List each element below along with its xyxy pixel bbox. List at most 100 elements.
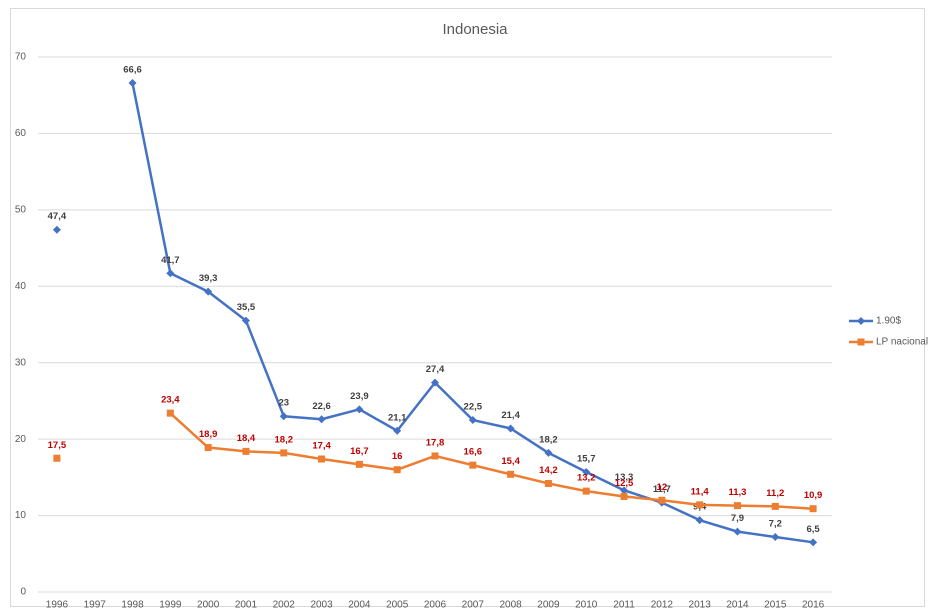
value-label: 11,3	[728, 487, 746, 498]
marker	[128, 78, 137, 87]
x-tick-label: 1996	[46, 600, 69, 611]
marker	[733, 502, 741, 510]
marker	[280, 449, 288, 457]
marker	[506, 424, 515, 433]
x-tick-label: 1997	[84, 600, 107, 611]
marker	[696, 501, 704, 509]
y-tick-label: 0	[20, 587, 26, 598]
value-label: 21,4	[501, 410, 520, 421]
x-tick-label: 2009	[537, 600, 560, 611]
x-tick-label: 2008	[499, 600, 522, 611]
marker	[393, 466, 401, 474]
value-label: 11,7	[653, 484, 671, 495]
value-label: 11,2	[766, 488, 784, 499]
x-tick-label: 2012	[651, 600, 674, 611]
marker	[582, 487, 590, 495]
marker	[544, 448, 553, 457]
value-label: 22,6	[312, 401, 331, 412]
value-label: 17,5	[48, 440, 67, 451]
legend-marker	[857, 338, 865, 346]
x-tick-label: 2001	[235, 600, 258, 611]
y-tick-label: 50	[15, 204, 27, 215]
marker	[166, 269, 175, 278]
value-label: 18,2	[539, 434, 558, 445]
marker	[468, 416, 477, 425]
y-tick-label: 10	[15, 510, 27, 521]
marker	[431, 452, 439, 460]
value-label: 18,9	[199, 429, 218, 440]
x-tick-label: 1998	[121, 600, 144, 611]
value-label: 47,4	[48, 211, 67, 222]
x-tick-label: 2004	[348, 600, 371, 611]
marker	[695, 516, 704, 525]
value-label: 18,2	[275, 434, 294, 445]
y-tick-label: 40	[15, 281, 27, 292]
value-label: 23,4	[161, 395, 180, 406]
value-label: 23	[278, 398, 289, 409]
value-label: 15,4	[501, 456, 520, 467]
marker	[204, 287, 213, 296]
x-tick-label: 2007	[462, 600, 485, 611]
value-label: 15,7	[577, 454, 596, 465]
marker	[507, 470, 515, 478]
marker	[355, 405, 364, 414]
marker	[52, 225, 61, 234]
series-line	[169, 412, 814, 510]
value-label: 16,6	[464, 447, 483, 458]
value-label: 18,4	[237, 433, 256, 444]
marker	[279, 412, 288, 421]
marker	[544, 479, 552, 487]
x-tick-label: 2006	[424, 600, 447, 611]
value-label: 7,9	[731, 513, 744, 524]
marker	[809, 538, 818, 547]
legend-marker	[857, 317, 865, 325]
x-tick-label: 2005	[386, 600, 409, 611]
marker	[166, 409, 174, 417]
value-label: 10,9	[804, 490, 823, 501]
marker	[393, 426, 402, 435]
y-tick-label: 20	[15, 434, 27, 445]
value-label: 13,2	[577, 473, 596, 484]
x-tick-label: 2011	[613, 600, 635, 611]
value-label: 16	[392, 451, 403, 462]
marker	[658, 496, 666, 504]
legend-label: 1.90$	[876, 316, 901, 327]
value-label: 27,4	[426, 364, 445, 375]
marker	[318, 455, 326, 463]
chart-frame	[10, 8, 925, 607]
marker	[620, 492, 628, 500]
value-label: 35,5	[237, 302, 256, 313]
marker	[241, 316, 250, 325]
chart-title: Indonesia	[442, 21, 508, 38]
value-label: 13,3	[615, 472, 634, 483]
marker	[242, 447, 250, 455]
marker	[469, 461, 477, 469]
value-label: 39,3	[199, 273, 218, 284]
marker	[771, 532, 780, 541]
marker	[355, 460, 363, 468]
value-label: 12	[657, 482, 668, 493]
x-tick-label: 2002	[273, 600, 296, 611]
value-label: 12,5	[615, 478, 634, 489]
marker	[53, 454, 61, 462]
x-tick-label: 2010	[575, 600, 598, 611]
x-tick-label: 2015	[764, 600, 787, 611]
x-tick-label: 1999	[159, 600, 182, 611]
marker	[431, 378, 439, 387]
value-label: 66,6	[123, 65, 142, 76]
marker	[809, 505, 817, 513]
y-tick-label: 30	[15, 357, 27, 368]
marker	[771, 502, 779, 510]
legend-label: LP nacional	[876, 337, 928, 348]
y-tick-label: 70	[15, 52, 27, 63]
marker	[620, 486, 629, 495]
x-tick-label: 2000	[197, 600, 220, 611]
value-label: 6,5	[806, 524, 820, 535]
x-tick-label: 2014	[726, 600, 749, 611]
marker	[317, 415, 326, 424]
y-tick-label: 60	[15, 128, 27, 139]
value-label: 7,2	[769, 518, 782, 529]
value-label: 17,8	[426, 437, 445, 448]
